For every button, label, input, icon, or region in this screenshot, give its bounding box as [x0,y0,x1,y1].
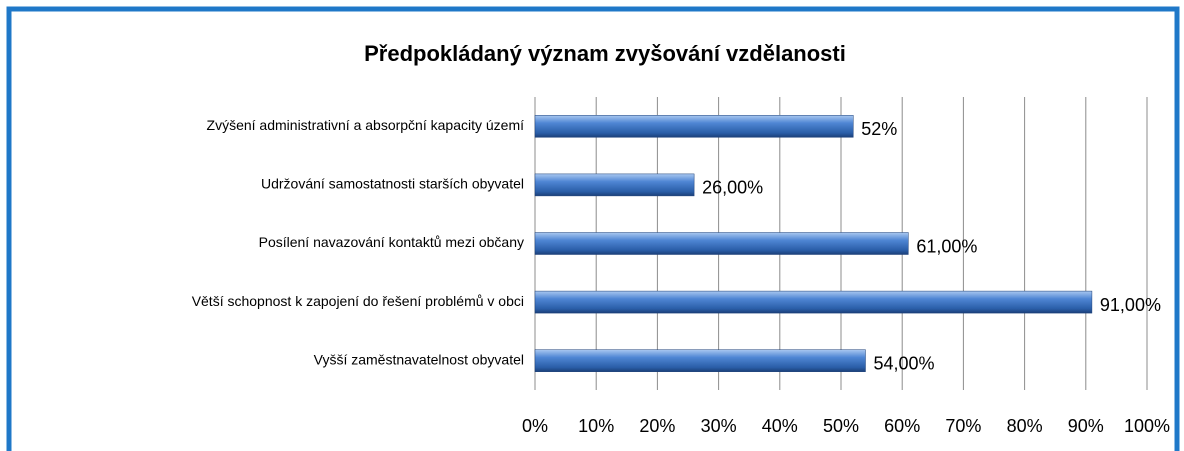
x-tick-label: 20% [639,416,675,436]
bar [534,232,909,255]
data-label: 61,00% [916,236,977,256]
x-tick-label: 90% [1068,416,1104,436]
x-tick-label: 60% [884,416,920,436]
data-label: 26,00% [702,178,763,198]
y-tick-label: Udržování samostatnosti starších obyvate… [261,176,524,192]
x-tick-label: 30% [701,416,737,436]
y-tick-label: Vyšší zaměstnavatelnost obyvatel [314,351,524,367]
y-tick-label: Posílení navazování kontaktů mezi občany [259,234,524,250]
y-tick-label: Zvýšení administrativní a absorpční kapa… [207,117,525,133]
x-tick-label: 70% [945,416,981,436]
frame [6,6,1180,451]
data-label: 52% [861,119,897,139]
bar [534,349,866,372]
bar [534,290,1093,314]
chart-title: Předpokládaný význam zvyšování vzdělanos… [364,41,846,66]
y-tick-label: Větší schopnost k zapojení do řešení pro… [192,293,524,309]
x-tick-label: 100% [1124,416,1170,436]
bar [534,115,854,138]
data-label: 91,00% [1100,295,1161,315]
x-tick-label: 80% [1007,416,1043,436]
x-tick-label: 10% [578,416,614,436]
x-tick-label: 40% [762,416,798,436]
x-tick-label: 0% [522,416,548,436]
data-label: 54,00% [873,353,934,373]
bar [534,173,695,197]
x-tick-label: 50% [823,416,859,436]
